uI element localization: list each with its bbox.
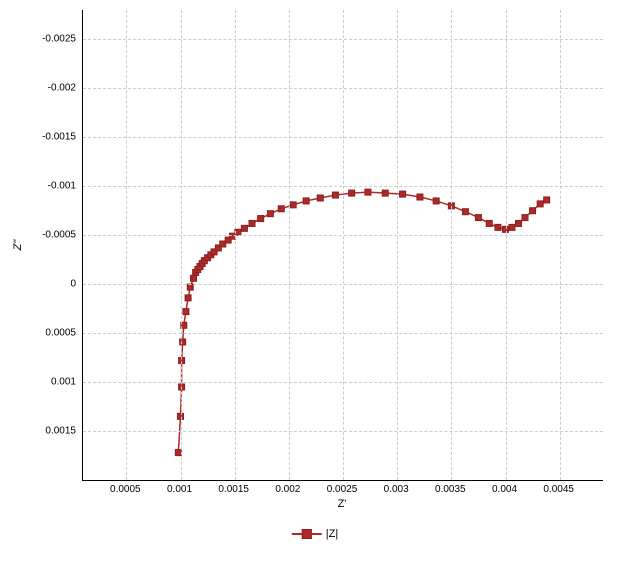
grid-line-h <box>83 333 603 334</box>
series-marker <box>278 206 284 212</box>
series-marker <box>530 208 536 214</box>
x-tick-label: 0.001 <box>167 484 192 495</box>
series-marker <box>183 309 189 315</box>
grid-line-h <box>83 235 603 236</box>
series-marker <box>537 201 543 207</box>
grid-line-v <box>451 10 452 480</box>
series-marker <box>179 384 185 390</box>
grid-line-h <box>83 137 603 138</box>
series-marker <box>495 224 501 230</box>
series-marker <box>185 295 191 301</box>
grid-line-v <box>397 10 398 480</box>
grid-line-v <box>343 10 344 480</box>
grid-line-v <box>235 10 236 480</box>
legend-label: |Z| <box>326 528 338 540</box>
series-marker <box>332 192 338 198</box>
x-tick-label: 0.004 <box>492 484 517 495</box>
x-tick-label: 0.003 <box>384 484 409 495</box>
x-tick-label: 0.0005 <box>110 484 141 495</box>
series-marker <box>509 224 515 230</box>
series-marker <box>365 189 371 195</box>
series-marker <box>462 209 468 215</box>
x-tick-label: 0.0035 <box>435 484 466 495</box>
series-marker <box>317 195 323 201</box>
legend-marker <box>292 529 322 539</box>
grid-line-v <box>126 10 127 480</box>
legend-line-right <box>312 533 322 535</box>
series-marker <box>400 191 406 197</box>
grid-line-h <box>83 431 603 432</box>
series-marker <box>258 216 264 222</box>
series-marker <box>241 225 247 231</box>
y-tick-label: 0.0005 <box>0 328 76 339</box>
y-tick-label: -0.001 <box>0 181 76 192</box>
x-axis-label: Z' <box>338 498 347 510</box>
grid-line-h <box>83 382 603 383</box>
series-marker <box>544 197 550 203</box>
plot-area <box>82 10 603 481</box>
series-marker <box>486 220 492 226</box>
grid-line-v <box>181 10 182 480</box>
chart-container: Z' Z" |Z| 0.0005 0.001 0.0015 0.002 0.0025 0.… <box>0 0 631 562</box>
y-tick-label: 0 <box>0 279 76 290</box>
y-tick-label: -0.0025 <box>0 34 76 45</box>
series-marker <box>475 215 481 221</box>
series-line <box>178 192 546 452</box>
series-marker <box>267 211 273 217</box>
series-marker <box>522 215 528 221</box>
grid-line-v <box>506 10 507 480</box>
series-marker <box>191 275 197 281</box>
series-marker <box>417 194 423 200</box>
grid-line-h <box>83 39 603 40</box>
grid-line-v <box>289 10 290 480</box>
series-marker <box>290 202 296 208</box>
series-marker <box>303 198 309 204</box>
x-tick-label: 0.0015 <box>218 484 249 495</box>
y-tick-label: -0.0005 <box>0 230 76 241</box>
x-tick-label: 0.002 <box>275 484 300 495</box>
series-marker <box>516 220 522 226</box>
grid-line-h <box>83 284 603 285</box>
series-marker <box>179 358 185 364</box>
grid-line-h <box>83 186 603 187</box>
series-marker <box>249 220 255 226</box>
y-axis-label: Z" <box>12 240 24 251</box>
y-tick-label: 0.001 <box>0 377 76 388</box>
x-tick-label: 0.0025 <box>327 484 358 495</box>
legend: |Z| <box>292 528 338 540</box>
series-marker <box>349 190 355 196</box>
legend-square-icon <box>302 529 312 539</box>
series-marker <box>382 190 388 196</box>
series-marker <box>433 198 439 204</box>
x-tick-label: 0.0045 <box>543 484 574 495</box>
y-tick-label: 0.0015 <box>0 426 76 437</box>
legend-line-left <box>292 533 302 535</box>
y-tick-label: -0.002 <box>0 83 76 94</box>
y-tick-label: -0.0015 <box>0 132 76 143</box>
grid-line-h <box>83 88 603 89</box>
grid-line-v <box>560 10 561 480</box>
series-marker <box>181 322 187 328</box>
